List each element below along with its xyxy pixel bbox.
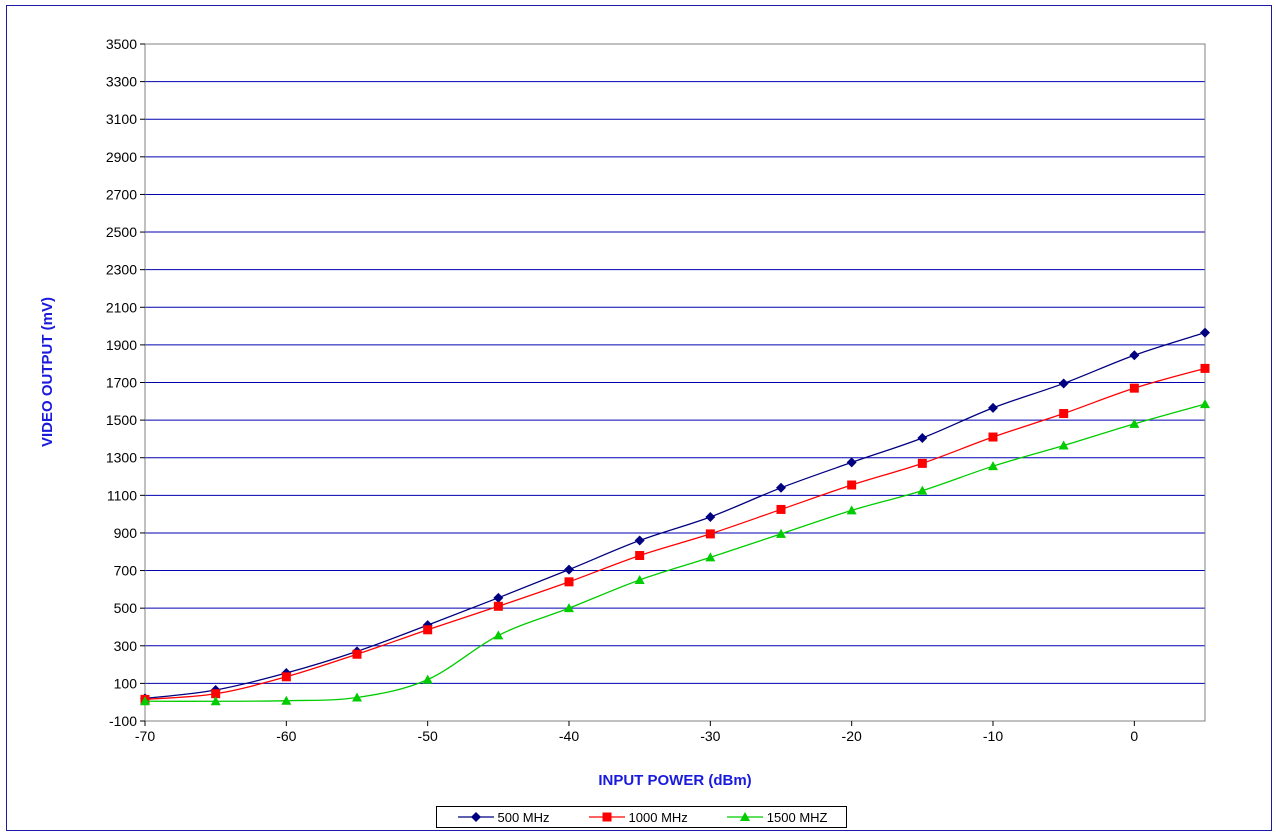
series-group — [140, 327, 1210, 706]
legend-item: 1000 MHz — [587, 810, 688, 825]
y-tick-label: 300 — [114, 638, 138, 654]
legend-label: 1000 MHz — [628, 809, 688, 825]
data-point — [705, 529, 715, 539]
data-point — [1200, 399, 1210, 409]
y-axis-label: VIDEO OUTPUT (mV) — [39, 297, 56, 447]
legend-marker — [739, 812, 750, 821]
y-tick-label: 2100 — [106, 299, 137, 315]
data-point — [988, 402, 998, 413]
data-point — [846, 505, 857, 515]
data-point — [705, 552, 716, 562]
y-tick-label: 2300 — [106, 262, 137, 278]
data-point — [1129, 350, 1140, 361]
y-tick-label: 2500 — [106, 224, 137, 240]
y-tick-label: 1700 — [106, 375, 137, 391]
x-axis-label: INPUT POWER (dBm) — [598, 772, 751, 789]
data-point — [847, 480, 857, 490]
series-1 — [140, 363, 1210, 704]
y-tick-label: 2900 — [106, 149, 137, 165]
legend-swatch — [726, 812, 763, 821]
data-point — [1200, 363, 1210, 373]
legend-marker — [602, 812, 612, 822]
data-point — [352, 692, 362, 702]
data-point — [1058, 440, 1069, 450]
data-point — [211, 689, 221, 699]
data-point — [917, 432, 928, 443]
data-point — [493, 630, 504, 640]
x-tick-label: 0 — [1130, 728, 1138, 744]
y-tick-label: 3100 — [106, 111, 137, 127]
data-point — [846, 457, 857, 468]
y-tick-label: 500 — [114, 600, 138, 616]
data-point — [564, 577, 574, 587]
x-tick-label: -40 — [559, 728, 579, 744]
series-2 — [140, 399, 1210, 706]
y-tick-label: 100 — [114, 675, 138, 691]
legend-item: 1500 MHZ — [725, 809, 828, 825]
data-point — [281, 672, 291, 682]
y-axis-ticks: -100 100 300 500 700 900 1100 1300 1500 1700 1900 2… — [106, 36, 145, 729]
data-point — [776, 528, 786, 538]
x-axis-ticks: -70 -60 -50 -40 -30 -20 -10 0 — [135, 721, 1138, 744]
y-tick-label: 1300 — [106, 450, 137, 466]
data-point — [705, 511, 716, 522]
y-tick-label: 1500 — [106, 412, 137, 428]
legend-marker — [470, 812, 481, 822]
legend-label: 1500 MHZ — [766, 809, 828, 825]
gridlines — [145, 43, 1205, 722]
legend-swatch — [457, 812, 494, 822]
x-tick-label: -50 — [418, 728, 438, 744]
data-point — [1200, 327, 1210, 338]
series-line — [144, 332, 1206, 700]
data-point — [140, 696, 150, 706]
series-0 — [140, 327, 1210, 704]
legend-swatch — [588, 812, 625, 822]
data-point — [281, 695, 292, 705]
data-point — [634, 535, 645, 546]
data-point — [635, 551, 645, 561]
data-point — [988, 461, 998, 471]
y-tick-label: 2700 — [106, 186, 137, 202]
data-point — [776, 504, 786, 514]
y-tick-label: 900 — [114, 525, 138, 541]
data-point — [988, 432, 998, 442]
y-tick-label: 1100 — [107, 487, 137, 503]
y-tick-label: 1900 — [106, 337, 137, 353]
y-tick-label: -100 — [109, 713, 137, 729]
x-tick-label: -20 — [842, 728, 862, 744]
data-point — [1058, 378, 1069, 389]
x-tick-label: -60 — [276, 728, 296, 744]
data-point — [352, 649, 362, 659]
data-point — [493, 601, 503, 611]
data-point — [1129, 418, 1140, 428]
x-tick-label: -30 — [700, 728, 720, 744]
legend-label: 500 MHz — [497, 809, 550, 825]
data-point — [423, 625, 433, 635]
legend-item: 500 MHz — [456, 810, 550, 825]
data-point — [564, 564, 574, 575]
data-point — [422, 674, 433, 684]
series-line — [144, 367, 1206, 701]
y-tick-label: 700 — [114, 563, 138, 579]
data-point — [917, 458, 927, 468]
series-line — [144, 403, 1206, 702]
y-tick-label: 3300 — [106, 74, 137, 90]
data-point — [210, 696, 221, 706]
chart-frame — [6, 5, 1272, 831]
data-point — [634, 574, 645, 584]
legend: 500 MHz 1000 MHz 1500 MHZ — [436, 806, 847, 828]
data-point — [776, 482, 786, 493]
data-point — [917, 485, 928, 495]
x-tick-label: -70 — [135, 728, 155, 744]
y-tick-label: 3500 — [106, 36, 137, 52]
x-tick-label: -10 — [983, 728, 1003, 744]
data-point — [564, 603, 574, 613]
data-point — [493, 592, 504, 603]
data-point — [1129, 383, 1139, 393]
data-point — [1059, 409, 1069, 419]
